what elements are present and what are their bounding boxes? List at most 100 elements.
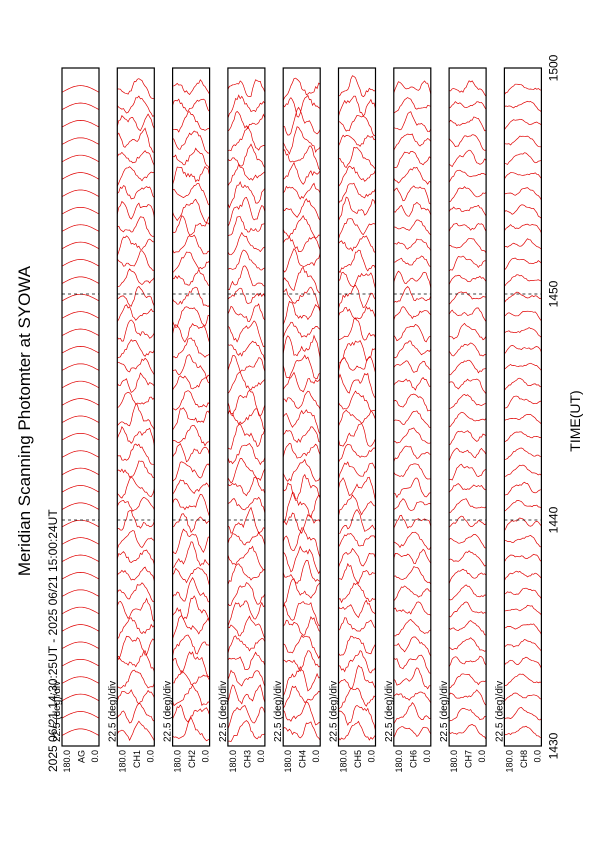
sweep-trace xyxy=(116,304,155,322)
sweep-trace xyxy=(393,201,432,217)
sweep-trace xyxy=(227,216,265,237)
sweep-trace xyxy=(282,578,321,608)
sweep-trace xyxy=(227,196,266,227)
sweep-trace xyxy=(448,568,487,584)
sweep-trace xyxy=(227,600,266,627)
sweep-trace xyxy=(282,94,321,118)
sweep-trace xyxy=(282,458,321,482)
sweep-trace xyxy=(504,725,542,738)
sweep-trace xyxy=(504,257,542,271)
sweep-trace xyxy=(504,656,542,669)
sweep-trace xyxy=(172,130,210,154)
sweep-trace xyxy=(172,567,210,587)
sweep-trace xyxy=(338,305,376,320)
sweep-trace xyxy=(504,535,542,548)
sweep-trace xyxy=(227,355,266,373)
sweep-trace xyxy=(338,443,376,463)
sweep-trace xyxy=(393,463,431,480)
sweep-trace xyxy=(393,410,431,428)
sweep-trace xyxy=(283,650,321,672)
sweep-trace xyxy=(172,513,210,534)
sweep-trace xyxy=(61,102,100,111)
sweep-trace xyxy=(282,235,321,252)
sweep-trace xyxy=(227,476,266,497)
sweep-trace xyxy=(504,517,542,532)
sweep-trace xyxy=(393,445,431,462)
sweep-trace xyxy=(282,685,321,709)
sweep-trace xyxy=(116,235,155,257)
channel-label: CH7 xyxy=(464,750,474,768)
sweep-trace xyxy=(227,143,266,168)
sweep-trace xyxy=(61,641,100,649)
sweep-trace xyxy=(448,116,487,132)
sweep-trace xyxy=(504,673,542,687)
sweep-trace xyxy=(338,284,376,309)
sweep-trace xyxy=(227,265,265,291)
sweep-trace xyxy=(227,110,266,132)
sweep-trace xyxy=(449,80,487,97)
sweep-trace xyxy=(61,554,100,563)
sweep-trace xyxy=(448,134,487,151)
sweep-trace xyxy=(282,426,321,444)
sweep-trace xyxy=(449,601,487,618)
sweep-trace xyxy=(393,654,431,674)
sweep-trace xyxy=(282,665,321,697)
sweep-trace xyxy=(448,101,487,110)
sweep-trace xyxy=(61,467,100,476)
sweep-trace xyxy=(393,166,431,185)
sweep-trace xyxy=(117,285,155,307)
sweep-trace xyxy=(282,214,321,239)
sweep-trace xyxy=(448,204,487,217)
sweep-trace xyxy=(61,120,100,128)
y-tick-bottom: 0.0 xyxy=(532,750,542,763)
sweep-trace xyxy=(448,149,487,168)
sweep-trace xyxy=(504,327,542,338)
sweep-trace xyxy=(282,527,321,558)
sweep-trace xyxy=(449,463,487,481)
sweep-trace xyxy=(172,425,210,447)
sweep-trace xyxy=(61,606,100,615)
y-tick-bottom: 0.0 xyxy=(422,750,432,763)
sweep-trace xyxy=(393,285,432,304)
sweep-trace xyxy=(504,345,542,355)
sweep-trace xyxy=(448,724,487,740)
sweep-trace xyxy=(227,180,266,209)
sweep-trace xyxy=(393,726,432,739)
sweep-trace xyxy=(282,182,321,200)
sweep-trace xyxy=(116,496,155,512)
sweep-trace xyxy=(116,166,155,187)
sweep-trace xyxy=(338,146,376,170)
sweep-trace xyxy=(338,182,376,204)
sweep-trace xyxy=(338,494,376,517)
channel-label: CH6 xyxy=(408,750,418,768)
sweep-trace xyxy=(117,185,155,200)
sweep-trace xyxy=(61,380,100,389)
sweep-trace xyxy=(61,728,100,736)
sweep-trace xyxy=(393,691,432,703)
sweep-trace xyxy=(227,496,266,514)
y-tick-bottom: 0.0 xyxy=(256,750,266,763)
sweep-trace xyxy=(116,635,155,661)
sweep-trace xyxy=(61,519,100,528)
sweep-trace xyxy=(172,541,210,569)
scale-label: 22.5 (deg)/div xyxy=(107,681,118,742)
sweep-trace xyxy=(172,198,210,224)
sweep-trace xyxy=(227,635,266,655)
sweep-trace xyxy=(282,77,321,101)
sweep-trace xyxy=(338,196,376,221)
sweep-trace xyxy=(227,443,266,466)
sweep-trace xyxy=(61,432,100,441)
y-tick-bottom: 0.0 xyxy=(90,750,100,763)
sweep-trace xyxy=(172,354,210,379)
sweep-trace xyxy=(227,371,266,394)
sweep-trace xyxy=(282,371,321,393)
sweep-trace xyxy=(338,562,376,584)
sweep-trace xyxy=(393,185,431,205)
sweep-trace xyxy=(449,237,487,254)
sweep-trace xyxy=(283,512,321,534)
panel-frame xyxy=(337,67,377,747)
sweep-trace xyxy=(504,172,542,180)
sweep-trace xyxy=(338,95,376,117)
sweep-trace xyxy=(504,100,542,113)
